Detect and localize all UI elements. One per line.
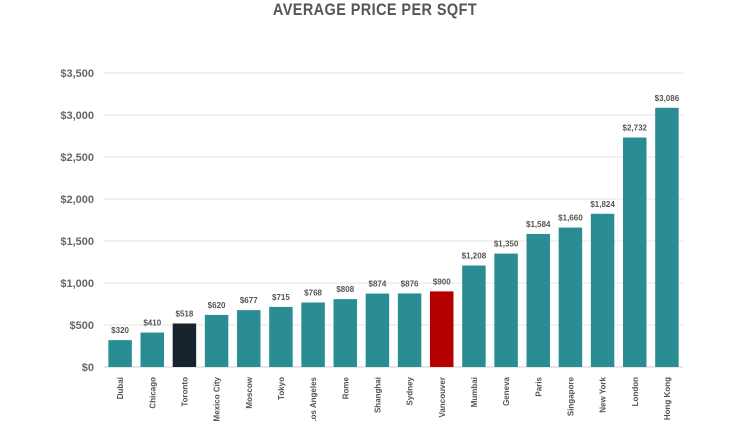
category-label: New York	[599, 376, 608, 412]
y-tick-label: $3,500	[60, 68, 94, 80]
y-tick-label: $0	[82, 362, 94, 374]
category-label: Vancouver	[438, 377, 447, 417]
y-tick-label: $2,000	[60, 194, 94, 206]
category-label: Sydney	[406, 376, 415, 405]
value-label: $874	[369, 280, 387, 289]
bar-vancouver	[430, 291, 454, 367]
bar-hong-kong	[655, 107, 679, 367]
category-label: Los Angeles	[309, 376, 318, 421]
value-label: $1,660	[558, 214, 583, 223]
category-label: Singapore	[566, 376, 575, 416]
bar-london	[623, 137, 647, 367]
y-tick-label: $500	[70, 320, 94, 332]
category-label: Hong Kong	[663, 377, 672, 420]
category-label: Toronto	[180, 377, 189, 407]
value-label: $715	[272, 293, 290, 302]
y-tick-label: $2,500	[60, 152, 94, 164]
bar-dubai	[108, 340, 132, 367]
y-tick-label: $3,000	[60, 110, 94, 122]
value-label: $677	[240, 296, 258, 305]
category-label: Tokyo	[277, 377, 286, 400]
value-label: $768	[304, 288, 322, 297]
category-label: London	[631, 377, 640, 406]
value-label: $900	[433, 277, 451, 286]
chart-title: AVERAGE PRICE PER SQFT	[272, 0, 478, 19]
category-label: Mexico City	[213, 376, 222, 421]
value-label: $320	[111, 326, 129, 335]
bar-moscow	[237, 310, 261, 367]
bar-geneva	[494, 253, 518, 367]
value-label: $3,086	[655, 94, 680, 103]
bar-tokyo	[269, 306, 293, 367]
value-label: $2,732	[623, 124, 648, 133]
bar-los-angeles	[301, 302, 325, 367]
bar-shanghai	[365, 293, 390, 367]
bar-sydney	[397, 293, 422, 367]
bar-chicago	[140, 332, 164, 367]
category-label: Geneva	[502, 376, 511, 405]
bar-toronto	[172, 323, 197, 367]
value-label: $1,584	[526, 220, 551, 229]
category-label: Shanghai	[373, 377, 382, 413]
value-label: $518	[176, 309, 194, 318]
category-label: Moscow	[245, 376, 254, 408]
bar-rome	[333, 299, 357, 367]
value-label: $410	[143, 319, 161, 328]
value-label: $876	[401, 279, 419, 288]
value-label: $1,208	[462, 252, 487, 261]
value-label: $1,350	[494, 240, 519, 249]
category-label: Dubai	[116, 377, 125, 399]
bar-mumbai	[462, 265, 486, 367]
value-label: $808	[336, 285, 354, 294]
category-label: Chicago	[148, 377, 157, 409]
bar-mexico-city	[204, 314, 229, 367]
bar-paris	[526, 233, 550, 367]
y-tick-label: $1,500	[60, 236, 94, 248]
bar-new-york	[590, 213, 615, 367]
bar-singapore	[558, 227, 583, 367]
category-label: Mumbai	[470, 377, 479, 407]
value-label: $1,824	[590, 200, 615, 209]
category-label: Rome	[341, 376, 350, 399]
y-tick-label: $1,000	[60, 278, 94, 290]
category-label: Paris	[534, 376, 543, 396]
value-label: $620	[208, 301, 226, 310]
